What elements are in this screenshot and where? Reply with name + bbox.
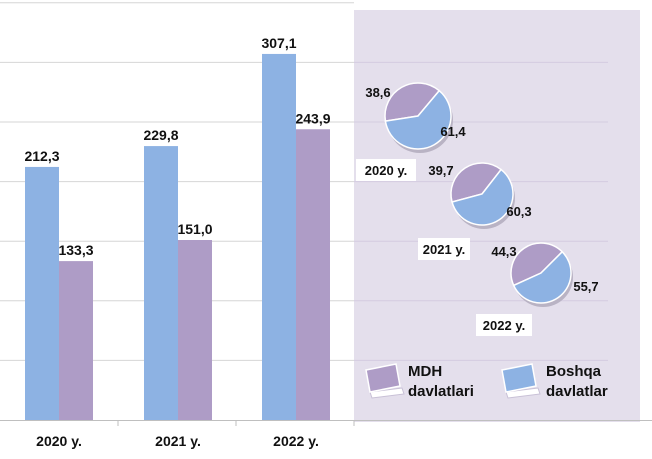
bar-data-label: 151,0 xyxy=(177,221,212,237)
bar-data-label: 212,3 xyxy=(24,148,59,164)
legend-label: davlatlari xyxy=(408,383,474,400)
pie-slice-mdh xyxy=(384,82,441,122)
pie-caption: 2021 y. xyxy=(423,242,465,257)
pie-data-label: 60,3 xyxy=(506,204,531,219)
bar-data-label: 243,9 xyxy=(295,110,330,126)
pie-caption: 2020 y. xyxy=(365,163,407,178)
bar-chart: 212,3 133,3 229,8 151,0 307,1 243,9 xyxy=(24,35,331,421)
legend-label: davlatlar xyxy=(546,383,608,400)
bar-data-label: 229,8 xyxy=(143,127,178,143)
pie-data-label: 61,4 xyxy=(440,124,466,139)
bar-boshqa xyxy=(25,166,59,420)
pie-caption-box xyxy=(418,238,470,260)
pie-data-label: 38,6 xyxy=(365,85,390,100)
legend-swatch-shadow xyxy=(369,387,405,399)
bar-data-label: 133,3 xyxy=(58,242,93,258)
pie-slice-boshqa xyxy=(512,250,572,304)
legend-label: MDH xyxy=(408,363,442,380)
bar-boshqa xyxy=(144,146,178,420)
pie-data-label: 39,7 xyxy=(428,163,453,178)
legend-swatch-shadow xyxy=(505,387,541,399)
pie-caption-box xyxy=(476,314,532,336)
legend-label: Boshqa xyxy=(546,363,602,380)
pie-caption-box xyxy=(356,159,416,181)
legend-swatch-boshqa xyxy=(501,363,537,393)
bar-mdh xyxy=(59,261,93,420)
bar-mdh xyxy=(178,240,212,420)
pie-slice-boshqa xyxy=(384,89,452,150)
pie-slice-mdh xyxy=(450,162,503,203)
pie-charts: 38,6 61,4 2020 y. 39,7 60,3 2021 y. 44,3 55,7 20… xyxy=(356,82,599,336)
bar-data-label: 307,1 xyxy=(261,35,296,51)
legend: MDH davlatlari Boshqa davlatlar xyxy=(365,363,608,400)
pie-caption: 2022 y. xyxy=(483,318,525,333)
pie-data-label: 55,7 xyxy=(573,279,598,294)
pie-slice-mdh xyxy=(510,242,564,287)
x-tick-label: 2020 y. xyxy=(36,433,82,449)
x-axis: 2020 y. 2021 y. 2022 y. xyxy=(0,420,652,449)
bar-mdh xyxy=(296,129,330,421)
bar-boshqa xyxy=(262,53,296,420)
x-tick-label: 2021 y. xyxy=(155,433,201,449)
pie-data-label: 44,3 xyxy=(491,244,516,259)
pie-slice-boshqa xyxy=(451,168,514,226)
legend-swatch-mdh xyxy=(365,363,401,393)
x-tick-label: 2022 y. xyxy=(273,433,319,449)
